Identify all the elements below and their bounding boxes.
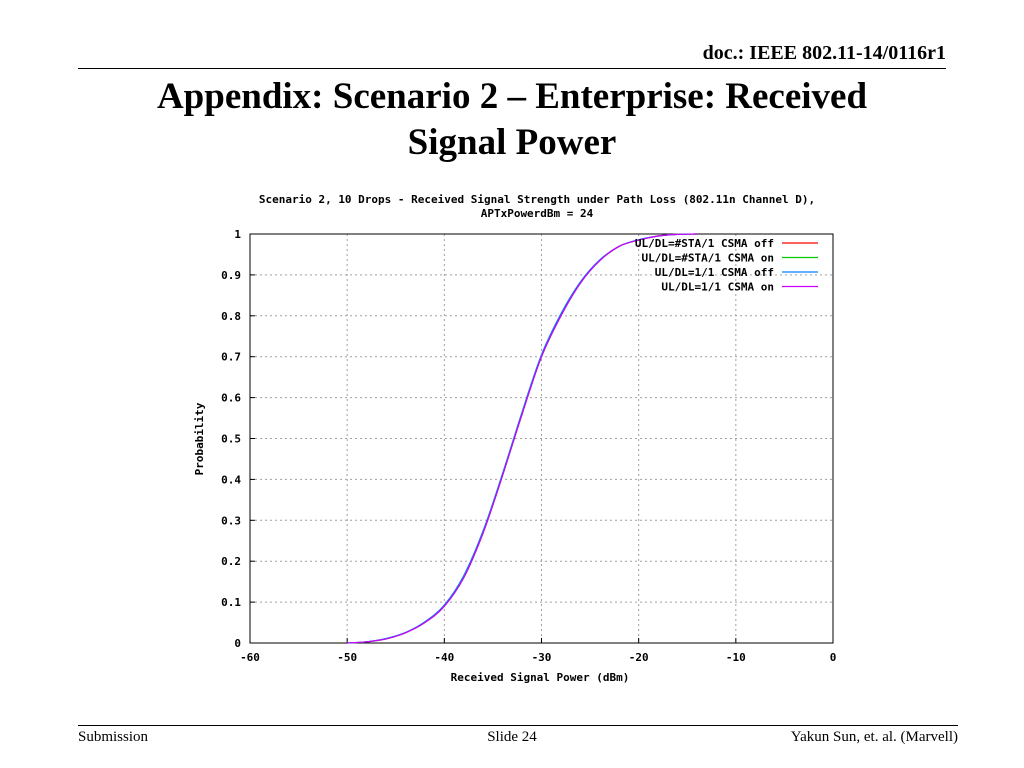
chart-title-line-1: Scenario 2, 10 Drops - Received Signal S… — [259, 193, 815, 206]
legend-label: UL/DL=1/1 CSMA off — [655, 266, 774, 279]
slide-title-line-1: Appendix: Scenario 2 – Enterprise: Recei… — [156, 76, 868, 117]
document-id: doc.: IEEE 802.11-14/0116r1 — [702, 42, 946, 64]
y-tick-label: 0.1 — [221, 596, 241, 609]
x-axis-label: Received Signal Power (dBm) — [451, 671, 630, 684]
series-line-1 — [347, 233, 698, 644]
x-tick-label: 0 — [830, 651, 837, 664]
y-tick-label: 0.9 — [221, 269, 241, 282]
y-tick-label: 0.7 — [221, 351, 241, 364]
x-tick-label: -50 — [337, 651, 357, 664]
chart-grid — [250, 234, 833, 643]
series-line-2 — [347, 233, 698, 644]
x-tick-label: -40 — [434, 651, 454, 664]
footer-slide-number: Slide 24 — [487, 729, 537, 745]
x-tick-label: -10 — [726, 651, 746, 664]
y-tick-label: 0.3 — [221, 514, 241, 527]
chart-legend: UL/DL=#STA/1 CSMA off UL/DL=#STA/1 CSMA o… — [635, 237, 818, 294]
slide-title: Appendix: Scenario 2 – Enterprise: Recei… — [0, 74, 1024, 166]
footer-divider — [78, 725, 958, 726]
x-tick-label: -20 — [629, 651, 649, 664]
y-tick-label: 0.5 — [221, 433, 241, 446]
footer-submission: Submission — [78, 729, 149, 745]
legend-label: UL/DL=1/1 CSMA on — [661, 281, 774, 294]
legend-label: UL/DL=#STA/1 CSMA off — [635, 237, 774, 250]
y-tick-label: 0.2 — [221, 555, 241, 568]
x-tick-label: -30 — [532, 651, 552, 664]
footer-authors: Yakun Sun, et. al. (Marvell) — [790, 729, 958, 745]
y-tick-label: 1 — [234, 228, 241, 241]
y-tick-label: 0.6 — [221, 392, 241, 405]
legend-label: UL/DL=#STA/1 CSMA on — [642, 252, 774, 265]
chart-title-line-2: APTxPowerdBm = 24 — [481, 207, 594, 220]
header-divider — [78, 68, 946, 69]
series-line-3 — [347, 233, 698, 644]
y-axis-label: Probability — [193, 402, 206, 475]
y-tick-label: 0.4 — [221, 473, 241, 486]
y-tick-label: 0 — [234, 637, 241, 650]
series-line-4 — [347, 233, 698, 644]
series-lines — [347, 233, 698, 644]
x-tick-label: -60 — [240, 651, 260, 664]
y-tick-label: 0.8 — [221, 310, 241, 323]
axis-ticks: -60 -50 -40 -30 -20 -10 0 0 0.1 0.2 0.3 0.4 0.5 0.6 0.… — [221, 228, 836, 664]
slide-title-line-2: Signal Power — [407, 122, 617, 163]
